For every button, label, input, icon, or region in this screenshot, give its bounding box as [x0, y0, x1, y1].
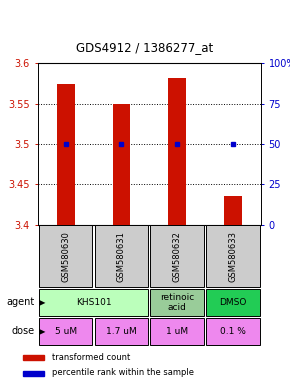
Text: retinoic
acid: retinoic acid [160, 293, 194, 312]
FancyBboxPatch shape [39, 225, 93, 287]
Text: KHS101: KHS101 [76, 298, 111, 307]
Bar [113, 104, 130, 225]
Text: GSM580631: GSM580631 [117, 231, 126, 282]
Bar [168, 78, 186, 225]
FancyBboxPatch shape [206, 225, 260, 287]
Text: GSM580632: GSM580632 [173, 231, 182, 282]
Bar [23, 355, 44, 360]
FancyBboxPatch shape [151, 225, 204, 287]
FancyBboxPatch shape [95, 318, 148, 345]
Text: transformed count: transformed count [52, 353, 130, 361]
FancyBboxPatch shape [206, 289, 260, 316]
Text: percentile rank within the sample: percentile rank within the sample [52, 368, 194, 377]
FancyBboxPatch shape [95, 225, 148, 287]
Text: GSM580630: GSM580630 [61, 231, 70, 282]
FancyBboxPatch shape [39, 289, 148, 316]
Bar [224, 196, 242, 225]
Text: GSM580633: GSM580633 [229, 231, 238, 282]
Bar [57, 83, 75, 225]
Text: 0.1 %: 0.1 % [220, 327, 246, 336]
FancyBboxPatch shape [39, 318, 93, 345]
Text: 1 uM: 1 uM [166, 327, 188, 336]
Text: agent: agent [7, 297, 35, 308]
FancyBboxPatch shape [206, 318, 260, 345]
FancyBboxPatch shape [151, 318, 204, 345]
Text: dose: dose [12, 326, 35, 336]
Text: ▶: ▶ [39, 298, 46, 307]
Bar [23, 371, 44, 376]
Text: DMSO: DMSO [220, 298, 247, 307]
Text: ▶: ▶ [39, 327, 46, 336]
FancyBboxPatch shape [151, 289, 204, 316]
Text: GDS4912 / 1386277_at: GDS4912 / 1386277_at [76, 41, 214, 54]
Text: 1.7 uM: 1.7 uM [106, 327, 137, 336]
Text: 5 uM: 5 uM [55, 327, 77, 336]
